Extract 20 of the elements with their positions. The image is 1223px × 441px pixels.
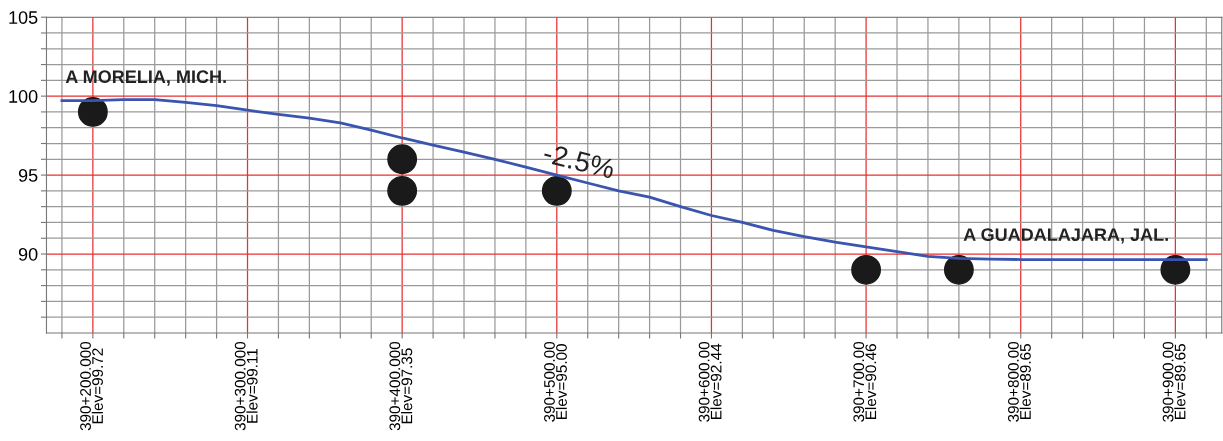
point	[387, 144, 418, 175]
y-tick-label: 90	[18, 247, 38, 261]
x-tick-label: 390+600.00 Elev=92.44	[698, 341, 722, 422]
point	[943, 254, 974, 285]
point	[851, 254, 882, 285]
x-tick-label: 390+200.000 Elev=99.72	[80, 341, 103, 431]
x-tick-label: 390+700.00 Elev=90.46	[853, 341, 877, 422]
x-tick-label: 390+800.00 Elev=89.65	[1008, 341, 1031, 422]
annotation: -2.5%	[542, 142, 616, 179]
point	[387, 175, 418, 206]
y-tick-label: 100	[9, 90, 38, 103]
x-tick-label: 390+500.00 Elev=95.00	[544, 341, 567, 422]
x-tick-label: 390+300.000 Elev=99.11	[234, 341, 258, 431]
x-tick-label: 390+900.00 Elev=89.65	[1162, 341, 1186, 422]
y-tick-label: 105	[9, 11, 38, 24]
x-tick-label: 390+400.000 Elev=97.35	[389, 341, 413, 431]
line-series	[60, 98, 1208, 261]
point	[77, 96, 108, 127]
y-tick-label: 95	[18, 169, 38, 182]
annotation: A MORELIA, MICH.	[65, 70, 226, 86]
